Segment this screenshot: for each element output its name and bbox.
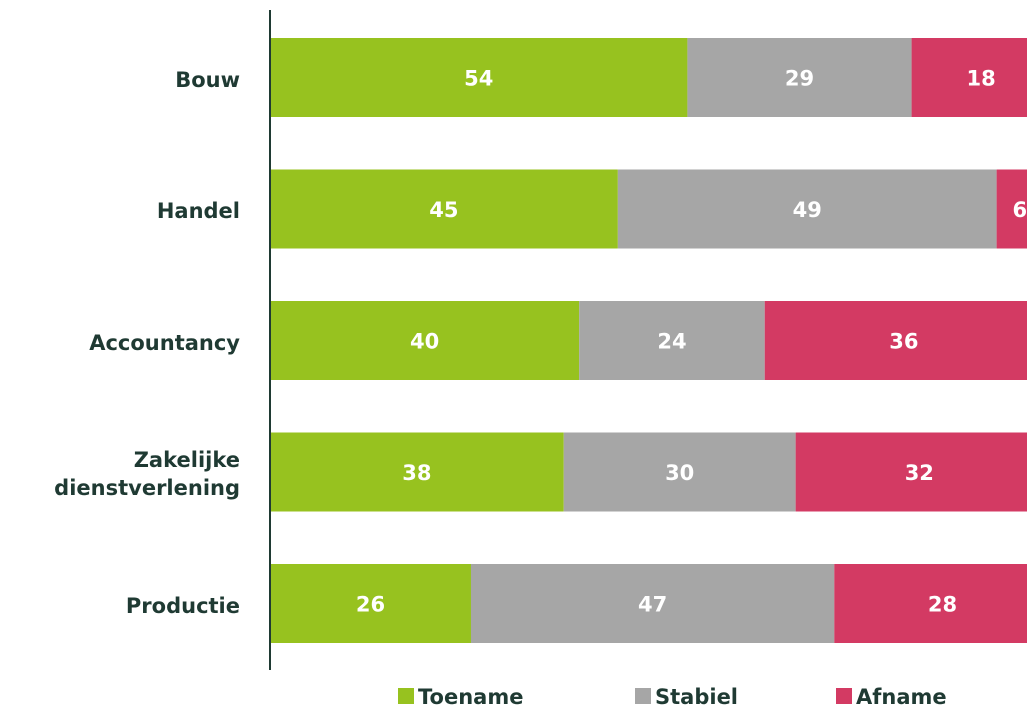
bar-segment [996, 169, 1027, 249]
data-label: 32 [905, 461, 934, 485]
bar-segment [563, 432, 796, 512]
y-tick-label: Bouw [175, 67, 240, 92]
bar-segment [270, 432, 564, 512]
bar-segment [270, 169, 618, 249]
data-label: 6 [1012, 198, 1027, 222]
data-label: 24 [657, 330, 686, 354]
bar-segment [470, 564, 835, 643]
y-tick-label: Zakelijke dienstverlening [54, 448, 240, 500]
bar-segment [764, 301, 1027, 380]
legend-swatch [836, 688, 852, 704]
data-label: 30 [665, 461, 694, 485]
bar-segment [687, 38, 912, 117]
data-label: 49 [793, 198, 822, 222]
data-label: 29 [785, 67, 814, 91]
y-tick-label: Productie [125, 593, 240, 618]
legend-swatch [398, 688, 414, 704]
bar-segment [270, 301, 580, 380]
legend-label: Toename [418, 685, 523, 709]
bar-segment [834, 564, 1027, 643]
bar-segment [270, 38, 688, 117]
data-label: 26 [356, 593, 385, 617]
bar-segment [270, 564, 471, 643]
bar-segment [911, 38, 1027, 117]
y-tick-label: Handel [156, 199, 240, 223]
data-label: 18 [967, 67, 996, 91]
data-label: 28 [928, 593, 957, 617]
data-label: 38 [402, 461, 431, 485]
data-label: 40 [410, 330, 439, 354]
bar-segment [795, 432, 1027, 512]
legend-label: Afname [856, 685, 947, 709]
y-tick-label: Accountancy [89, 330, 240, 355]
data-label: 36 [889, 330, 918, 354]
data-label: 45 [429, 198, 458, 222]
legend-label: Stabiel [655, 685, 738, 709]
legend-swatch [635, 688, 651, 704]
bar-segment [617, 169, 997, 249]
bar-segment [579, 301, 765, 380]
data-label: 47 [638, 593, 667, 617]
data-label: 54 [464, 67, 493, 91]
